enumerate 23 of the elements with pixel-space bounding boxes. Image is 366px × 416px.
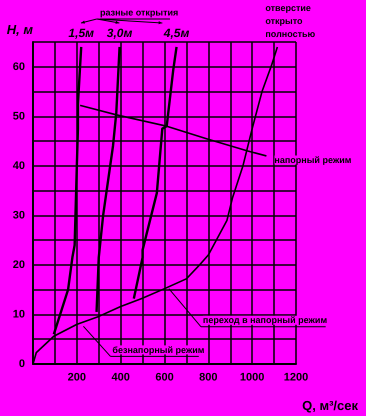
series-label: отверстие открыто полностью (265, 2, 316, 39)
y-tick-label: 40 (12, 160, 25, 172)
x-tick-label: 200 (68, 372, 86, 384)
y-tick-label: 10 (12, 308, 25, 320)
y-tick-label: 30 (12, 209, 25, 222)
x-tick-label: 400 (111, 372, 130, 384)
annotation: 4,5м (162, 26, 190, 40)
text: разные открытия (100, 8, 178, 18)
y-tick-label: 20 (12, 258, 25, 271)
x-tick-label: 800 (199, 372, 218, 384)
y-tick-label: 50 (12, 110, 25, 122)
annotation: переход в напорный режим (202, 315, 328, 326)
annotation: 3,0м (106, 26, 132, 40)
y-axis-title: H, м (6, 22, 34, 37)
x-tick-label: 1200 (284, 372, 308, 384)
annotation: безнапорный режим (112, 344, 205, 355)
series-label: напорный режим (274, 154, 352, 165)
x-tick-label: 600 (155, 372, 174, 384)
y-tick-label: 60 (12, 60, 25, 73)
annotation: 1,5м (68, 26, 94, 40)
x-axis-title: Q, м³/сек (302, 398, 358, 413)
y-tick-label: 0 (18, 358, 25, 370)
x-tick-label: 1000 (240, 372, 264, 384)
